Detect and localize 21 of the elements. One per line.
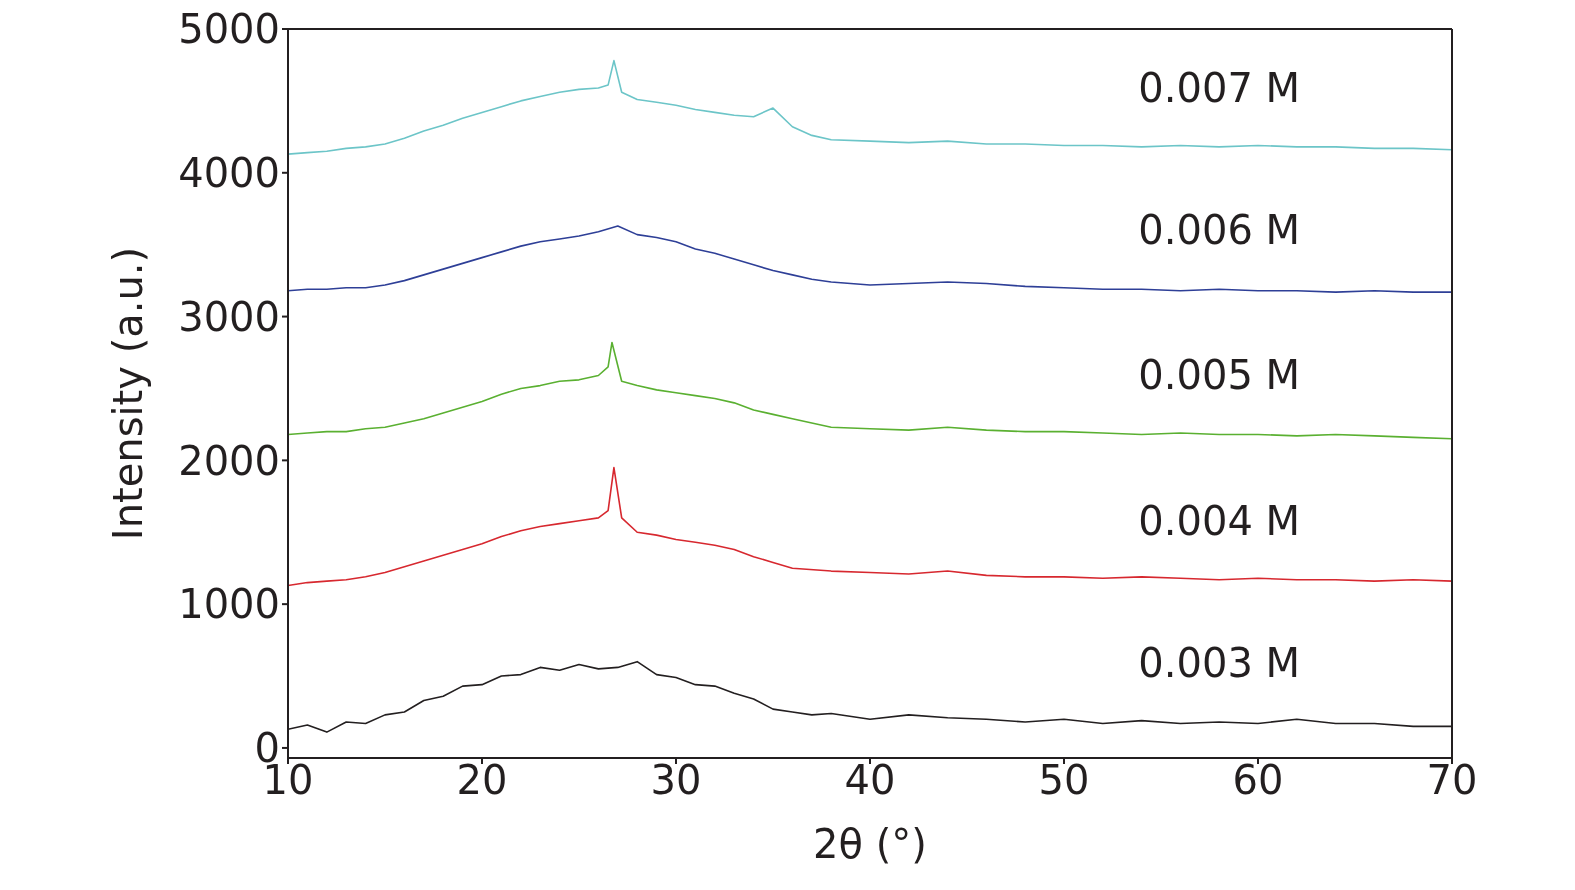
x-tick-label: 40 xyxy=(844,757,896,804)
y-tick-label: 2000 xyxy=(178,437,280,484)
series-label: 0.007 M xyxy=(1138,64,1301,111)
y-tick-label: 5000 xyxy=(178,6,280,53)
line-series xyxy=(288,466,1452,587)
x-tick-label: 20 xyxy=(456,757,508,804)
y-tick-label: 3000 xyxy=(178,293,280,340)
y-tick-label: 1000 xyxy=(178,581,280,628)
line-series xyxy=(288,341,1452,440)
x-tick-label: 30 xyxy=(650,757,702,804)
x-axis-title: 2θ (°) xyxy=(813,821,927,867)
x-tick-label: 60 xyxy=(1232,757,1284,804)
series-label: 0.005 M xyxy=(1138,352,1301,399)
series-label: 0.006 M xyxy=(1138,207,1301,254)
x-tick-label: 70 xyxy=(1426,757,1478,804)
y-tick-label: 4000 xyxy=(178,149,280,196)
x-tick-label: 50 xyxy=(1038,757,1090,804)
y-axis-title: Intensity (a.u.) xyxy=(105,246,152,541)
line-series xyxy=(288,59,1452,155)
series-label: 0.003 M xyxy=(1138,640,1301,687)
series-label: 0.004 M xyxy=(1138,497,1301,544)
